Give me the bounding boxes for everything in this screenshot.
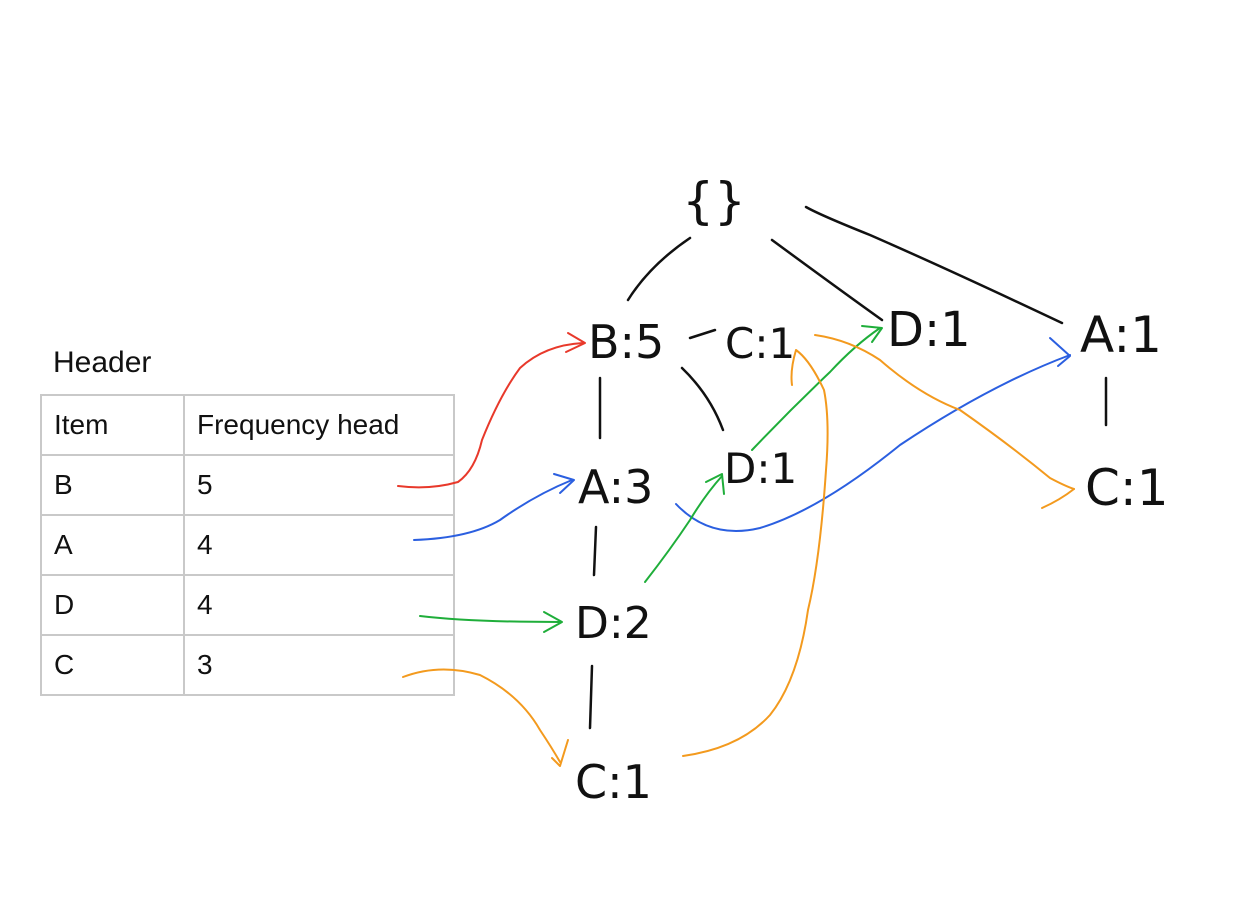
link-c [402, 334, 1075, 767]
node-c1-bottom: C:1 [575, 755, 652, 809]
link-a [413, 337, 1071, 541]
column-header-item: Item [40, 394, 185, 456]
cell-frequency: 3 [183, 634, 455, 696]
table-row: B 5 [40, 454, 455, 516]
cell-item: D [40, 574, 185, 636]
edge-d-c [588, 664, 594, 730]
root-node: {} [682, 172, 746, 230]
link-b [397, 332, 586, 489]
node-d2: D:2 [575, 598, 652, 649]
table-row: D 4 [40, 574, 455, 636]
table-row: C 3 [40, 634, 455, 696]
node-d1-top: D:1 [887, 302, 971, 358]
edge-a-d [592, 525, 598, 577]
node-b5: B:5 [588, 315, 664, 369]
edge-root-a [804, 205, 1064, 325]
edge-root-b [626, 236, 692, 302]
edge-b-c [688, 328, 717, 340]
header-table: Item Frequency head B 5 A 4 D 4 C 3 [40, 394, 455, 696]
cell-item: C [40, 634, 185, 696]
node-c1-top: C:1 [725, 319, 795, 368]
cell-frequency: 5 [183, 454, 455, 516]
column-header-frequency: Frequency head [183, 394, 455, 456]
cell-frequency: 4 [183, 574, 455, 636]
link-d [419, 325, 883, 633]
cell-frequency: 4 [183, 514, 455, 576]
header-title: Header [53, 346, 152, 379]
node-d1-mid: D:1 [724, 444, 797, 493]
node-a3: A:3 [578, 460, 653, 514]
edge-root-d [770, 238, 884, 322]
table-header-row: Item Frequency head [40, 394, 455, 456]
cell-item: A [40, 514, 185, 576]
node-c1-right: C:1 [1085, 459, 1169, 517]
node-a1-top: A:1 [1080, 306, 1162, 364]
table-row: A 4 [40, 514, 455, 576]
edge-b-d [680, 366, 725, 432]
cell-item: B [40, 454, 185, 516]
